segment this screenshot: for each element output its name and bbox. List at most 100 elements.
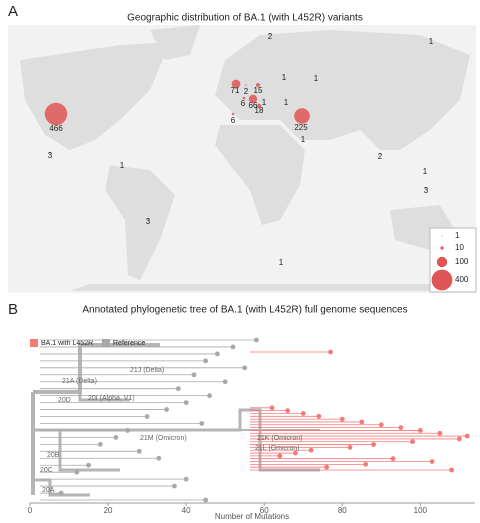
tip [285, 408, 291, 414]
tip [136, 448, 142, 454]
x-tick-label: 20 [104, 506, 113, 515]
clade-label: 21M (Omicron) [140, 435, 187, 442]
bubble [379, 153, 381, 155]
bubble-label: 3 [424, 186, 429, 195]
bubble [255, 82, 261, 88]
legend-label: 100 [455, 257, 469, 266]
tip [339, 416, 345, 422]
tip [214, 351, 220, 357]
tip [328, 349, 333, 355]
bubble-label: 15 [254, 86, 263, 95]
clade-label: 20A [42, 487, 55, 494]
bubble [425, 187, 427, 189]
bubble [231, 79, 241, 89]
bubble [269, 33, 271, 35]
tip [293, 450, 298, 456]
legend-label: 400 [455, 275, 469, 284]
tip [300, 411, 306, 416]
x-tick-label: 0 [28, 506, 33, 515]
legend-swatch [102, 339, 110, 347]
tip [363, 461, 369, 467]
bubble [242, 96, 246, 100]
chart-title: Annotated phylogenetic tree of BA.1 (wit… [82, 305, 407, 316]
tip [97, 441, 103, 447]
bubble [430, 39, 432, 41]
bubble-label: 6 [231, 116, 236, 125]
bubble-label: 1 [282, 73, 287, 82]
bubble-label: 3 [48, 151, 53, 160]
tip [398, 425, 404, 431]
tip [183, 476, 189, 482]
tip [183, 400, 189, 406]
tip [86, 462, 91, 468]
legend-label: 1 [455, 231, 460, 240]
tip [456, 436, 462, 442]
tip [58, 490, 64, 496]
legend-label: 10 [455, 243, 464, 252]
tip [308, 447, 314, 453]
bubble-label: 2 [378, 152, 383, 161]
x-axis-label: Number of Mutations [215, 512, 289, 521]
tip [175, 386, 181, 392]
clade-label: 21K (Omicron) [257, 435, 303, 442]
legend-bubble [440, 246, 444, 250]
bubble [424, 168, 426, 170]
bubble [285, 99, 287, 101]
bubble-label: 1 [262, 98, 267, 107]
bubble-label: 1 [429, 37, 434, 46]
tip [242, 365, 248, 371]
bubble-label: 6 [241, 99, 246, 108]
clade-label: 20I (Alpha, V1) [88, 395, 135, 402]
tip [464, 433, 470, 439]
panel-label: A [8, 3, 18, 20]
bubble [280, 259, 282, 261]
tip [437, 430, 443, 436]
clade-label: 21A (Delta) [62, 378, 97, 385]
tip [230, 344, 236, 350]
tip [164, 407, 170, 412]
bubble [294, 108, 310, 124]
tip [74, 469, 80, 475]
bubble [245, 84, 247, 86]
tip [429, 459, 435, 464]
tip [390, 456, 396, 462]
clade-label: 20B [47, 452, 60, 459]
x-tick-label: 60 [260, 506, 269, 515]
bubble-label: 1 [423, 167, 428, 176]
x-tick-label: 40 [182, 506, 191, 515]
bubble-label: 18 [255, 106, 264, 115]
bubble [248, 94, 258, 104]
tip [371, 442, 376, 447]
bubble-label: 2 [268, 32, 273, 41]
tip [254, 337, 259, 343]
tip [222, 379, 228, 385]
panel-label: B [8, 301, 18, 318]
tip [203, 497, 209, 503]
tip [347, 444, 353, 450]
tip [144, 414, 150, 419]
clade-label: 20C [40, 467, 53, 474]
tip [191, 372, 197, 378]
bubble [121, 162, 123, 164]
land [20, 25, 470, 291]
tip [359, 419, 365, 425]
bubble [44, 102, 68, 126]
x-tick-label: 80 [338, 506, 347, 515]
legend-bubble [441, 235, 443, 237]
tip [277, 453, 283, 459]
tip [417, 428, 423, 433]
bubble-label: 71 [231, 86, 240, 95]
x-tick-label: 100 [414, 506, 428, 515]
tip [207, 393, 212, 399]
bubble [256, 103, 262, 109]
bubble-label: 1 [279, 258, 284, 267]
world-map [8, 25, 476, 293]
bubble-label: 3 [146, 217, 151, 226]
bubble [283, 74, 285, 76]
chart-title: Geographic distribution of BA.1 (with L4… [127, 13, 363, 24]
tip [203, 358, 209, 364]
legend-label: BA.1 with L452R [41, 340, 93, 347]
tip [113, 434, 119, 440]
tip [316, 413, 322, 419]
